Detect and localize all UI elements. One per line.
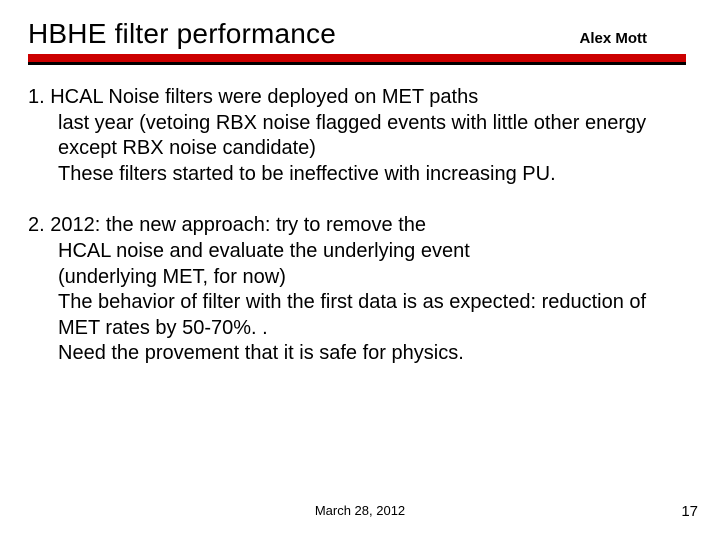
para1-cont2: These filters started to be ineffective … — [28, 162, 686, 188]
para2-lead: 2. 2012: the new approach: try to remove… — [28, 213, 686, 239]
author-name: Alex Mott — [580, 30, 693, 47]
para1-lead: 1. HCAL Noise filters were deployed on M… — [28, 85, 686, 111]
footer-date: March 28, 2012 — [0, 503, 720, 518]
title-rule — [28, 54, 686, 65]
para2-cont3: The behavior of filter with the first da… — [28, 290, 686, 341]
slide-title: HBHE filter performance — [28, 18, 336, 50]
paragraph-2: 2. 2012: the new approach: try to remove… — [28, 213, 686, 367]
para2-cont1: HCAL noise and evaluate the underlying e… — [28, 239, 686, 265]
paragraph-1: 1. HCAL Noise filters were deployed on M… — [28, 85, 686, 187]
footer-page-number: 17 — [681, 503, 698, 520]
slide: HBHE filter performance Alex Mott 1. HCA… — [0, 0, 720, 367]
body: 1. HCAL Noise filters were deployed on M… — [28, 71, 692, 367]
para2-cont2: (underlying MET, for now) — [28, 265, 686, 291]
rule-black-bar — [28, 62, 686, 65]
rule-red-bar — [28, 54, 686, 62]
para1-cont1: last year (vetoing RBX noise flagged eve… — [28, 111, 686, 162]
para2-cont4: Need the provement that it is safe for p… — [28, 341, 686, 367]
header: HBHE filter performance Alex Mott — [28, 18, 692, 50]
